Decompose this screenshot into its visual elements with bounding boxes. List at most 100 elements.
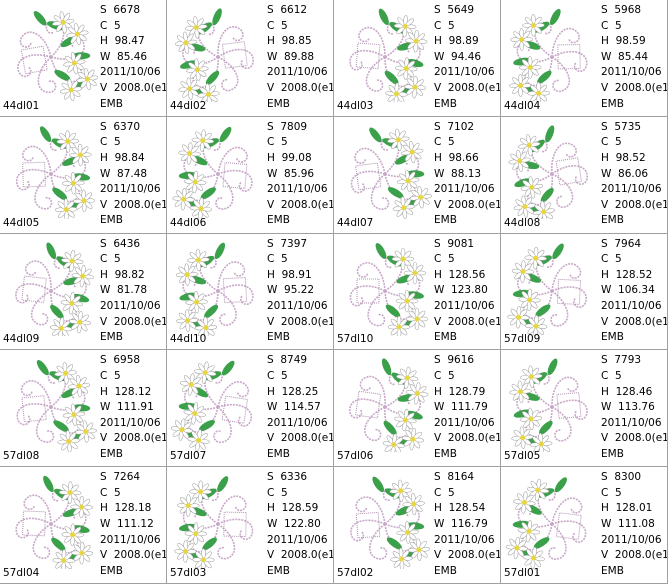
design-info: C 5 <box>434 486 455 499</box>
design-thumbnail <box>171 361 253 452</box>
design-name: 44dl10 <box>170 333 207 346</box>
design-info: V 2008.0(e1 <box>100 82 167 94</box>
design-name: 44dl05 <box>3 216 40 229</box>
design-info: 2011/10/06 <box>601 416 662 429</box>
design-name: 57dl05 <box>504 450 541 463</box>
design-info: V 2008.0(e1 <box>434 198 501 211</box>
design-info: EMB <box>100 331 123 344</box>
design-info: 2011/10/06 <box>434 183 495 196</box>
design-thumbnail <box>507 243 587 336</box>
design-info: S 8749 <box>267 354 308 367</box>
design-cell[interactable]: 57dl09 S 7964 C 5 H 128.52 W 106.34 2011/10/0… <box>501 233 668 351</box>
design-cell[interactable]: 44dl03 S 5649 C 5 H 98.89 W 94.46 2011/10/06 V… <box>334 0 501 117</box>
design-cell[interactable]: 44dl08 S 5735 C 5 H 98.52 W 86.06 2011/10/06 V… <box>501 116 668 234</box>
design-name: 57dl04 <box>3 566 40 579</box>
design-cell[interactable]: 44dl04 S 5968 C 5 H 98.59 W 85.44 2011/10/06 V… <box>501 0 668 117</box>
design-info: H 128.25 <box>267 385 319 398</box>
design-thumbnail <box>509 358 588 453</box>
design-info: EMB <box>434 564 457 577</box>
design-info: W 111.08 <box>601 517 655 530</box>
design-info: V 2008.0(e1 <box>601 432 668 445</box>
design-info: S 7964 <box>601 237 642 250</box>
design-info: 2011/10/06 <box>267 533 328 546</box>
design-info: EMB <box>100 564 123 577</box>
design-info: C 5 <box>601 369 622 382</box>
design-info: W 89.88 <box>267 50 315 63</box>
design-info: 2011/10/06 <box>267 299 328 312</box>
design-name: 57dl02 <box>337 566 374 579</box>
design-info: S 6436 <box>100 237 141 250</box>
design-cell[interactable]: 57dl07 S 8749 C 5 H 128.25 W 114.57 2011/10/0… <box>167 350 334 468</box>
design-thumbnail <box>175 242 254 336</box>
design-info: 2011/10/06 <box>601 66 662 79</box>
design-thumbnail <box>172 126 253 219</box>
design-info: C 5 <box>267 369 288 382</box>
design-info: 2011/10/06 <box>100 299 161 312</box>
design-info: H 128.18 <box>100 502 152 515</box>
design-info: C 5 <box>100 253 121 266</box>
design-info: 2011/10/06 <box>601 299 662 312</box>
design-cell[interactable]: 44dl01 S 6678 C 5 H 98.47 W 85.46 2011/10/06 V… <box>0 0 167 117</box>
design-info: H 98.52 <box>601 151 646 164</box>
design-name: 44dl06 <box>170 216 207 229</box>
design-info: H 98.66 <box>434 151 479 164</box>
design-cell[interactable]: 57dl01 S 8300 C 5 H 128.01 W 111.08 2011/10/0… <box>501 467 668 584</box>
design-cell[interactable]: 44dl02 S 6612 C 5 H 98.85 W 89.88 2011/10/06 V… <box>167 0 334 117</box>
design-info: EMB <box>100 214 123 227</box>
design-info: V 2008.0(e1 <box>100 315 167 328</box>
design-info: 2011/10/06 <box>601 183 662 196</box>
design-info: EMB <box>601 97 624 110</box>
design-info: 2011/10/06 <box>267 66 328 79</box>
design-thumbnail <box>505 477 587 570</box>
design-info: H 128.56 <box>434 268 486 281</box>
design-cell[interactable]: 57dl04 S 7264 C 5 H 128.18 W 111.12 2011/10/0… <box>0 467 167 584</box>
design-cell[interactable]: 44dl07 S 7102 C 5 H 98.66 W 88.13 2011/10/06 V… <box>334 116 501 234</box>
design-name: 44dl09 <box>3 333 40 346</box>
design-info: EMB <box>434 331 457 344</box>
design-info: V 2008.0(e1 <box>100 198 167 211</box>
design-info: S 6336 <box>267 471 308 484</box>
design-info: W 95.22 <box>267 284 315 297</box>
design-info: C 5 <box>434 253 455 266</box>
design-info: C 5 <box>601 136 622 149</box>
design-cell[interactable]: 57dl03 S 6336 C 5 H 128.59 W 122.80 2011/10/0… <box>167 467 334 584</box>
design-cell[interactable]: 44dl05 S 6370 C 5 H 98.84 W 87.48 2011/10/06 V… <box>0 116 167 234</box>
design-name: 57dl08 <box>3 450 40 463</box>
design-info: EMB <box>601 214 624 227</box>
design-info: V 2008.0(e1 <box>267 432 334 445</box>
design-info: V 2008.0(e1 <box>267 549 334 562</box>
design-cell[interactable]: 57dl06 S 9616 C 5 H 128.79 W 111.79 2011/10/0… <box>334 350 501 468</box>
design-info: S 6612 <box>267 4 308 16</box>
design-info: 2011/10/06 <box>434 533 495 546</box>
design-info: H 128.52 <box>601 268 653 281</box>
design-info: EMB <box>267 331 290 344</box>
design-info: H 128.59 <box>267 502 319 515</box>
design-info: W 111.79 <box>434 401 488 414</box>
design-cell[interactable]: 57dl08 S 6958 C 5 H 128.12 W 111.91 2011/10/0… <box>0 350 167 468</box>
design-cell[interactable]: 57dl02 S 8164 C 5 H 128.54 W 116.79 2011/10/0… <box>334 467 501 584</box>
design-info: EMB <box>434 214 457 227</box>
design-cell[interactable]: 57dl05 S 7793 C 5 H 128.46 W 113.76 2011/10/0… <box>501 350 668 468</box>
design-info: 2011/10/06 <box>100 533 161 546</box>
design-info: S 8164 <box>434 471 475 484</box>
design-thumbnail <box>508 125 588 219</box>
design-info: H 128.54 <box>434 502 486 515</box>
design-cell[interactable]: 44dl09 S 6436 C 5 H 98.82 W 81.78 2011/10/06 V… <box>0 233 167 351</box>
design-info: 2011/10/06 <box>434 66 495 79</box>
design-name: 44dl02 <box>170 99 207 112</box>
design-info: S 6958 <box>100 354 141 367</box>
design-info: W 87.48 <box>100 167 148 180</box>
design-info: S 6678 <box>100 4 141 16</box>
design-info: EMB <box>267 447 290 460</box>
design-info: V 2008.0(e1 <box>601 82 668 94</box>
design-info: 2011/10/06 <box>100 416 161 429</box>
design-cell[interactable]: 44dl10 S 7397 C 5 H 98.91 W 95.22 2011/10/06 V… <box>167 233 334 351</box>
design-cell[interactable]: 57dl10 S 9081 C 5 H 128.56 W 123.80 2011/10/0… <box>334 233 501 351</box>
design-info: 2011/10/06 <box>434 299 495 312</box>
design-thumbnail <box>350 476 431 570</box>
design-info: W 113.76 <box>601 401 655 414</box>
design-info: W 81.78 <box>100 284 148 297</box>
design-cell[interactable]: 44dl06 S 7809 C 5 H 99.08 W 85.96 2011/10/06 V… <box>167 116 334 234</box>
design-info: H 98.85 <box>267 35 312 48</box>
